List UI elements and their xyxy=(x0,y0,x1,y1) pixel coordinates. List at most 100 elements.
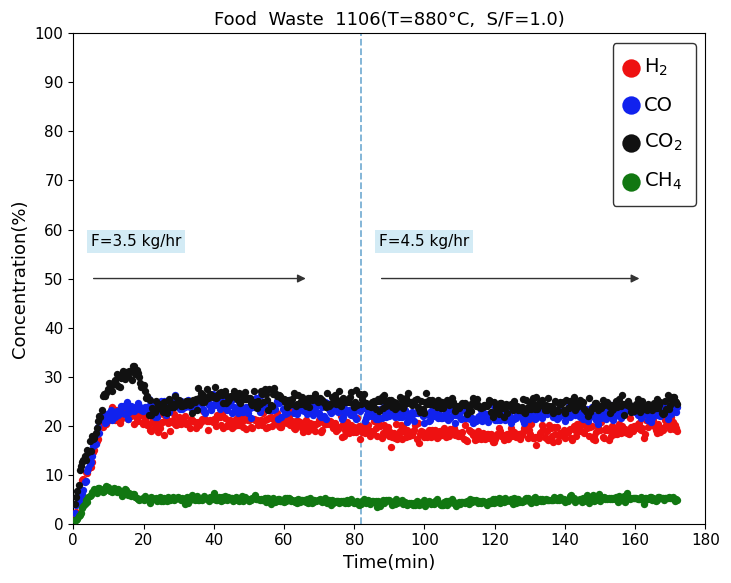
H$_2$ xyxy=(552,436,564,445)
CH$_4$ xyxy=(589,493,601,503)
H$_2$ xyxy=(539,432,550,441)
CO xyxy=(129,406,140,416)
H$_2$ xyxy=(383,431,395,440)
CO$_2$ xyxy=(70,492,82,501)
CO$_2$ xyxy=(398,400,410,409)
H$_2$ xyxy=(488,438,500,447)
H$_2$ xyxy=(423,425,434,434)
CO$_2$ xyxy=(340,397,352,406)
CH$_4$ xyxy=(402,499,414,508)
CO xyxy=(242,408,254,417)
CO xyxy=(652,406,664,416)
CH$_4$ xyxy=(604,494,616,504)
CH$_4$ xyxy=(312,496,324,505)
CO xyxy=(398,406,410,415)
H$_2$ xyxy=(637,423,648,433)
CO xyxy=(144,400,156,409)
CO$_2$ xyxy=(393,402,404,411)
CO xyxy=(367,412,379,421)
H$_2$ xyxy=(263,414,275,423)
CH$_4$ xyxy=(157,496,169,505)
CO xyxy=(94,413,106,423)
CO$_2$ xyxy=(513,403,525,413)
CH$_4$ xyxy=(205,494,217,504)
H$_2$ xyxy=(105,415,117,424)
CO$_2$ xyxy=(208,391,220,401)
CO$_2$ xyxy=(277,394,289,403)
CH$_4$ xyxy=(270,496,282,505)
CO$_2$ xyxy=(598,400,610,409)
CH$_4$ xyxy=(298,495,310,504)
H$_2$ xyxy=(267,413,279,422)
H$_2$ xyxy=(652,420,664,429)
CH$_4$ xyxy=(556,494,567,503)
CO xyxy=(344,409,356,419)
CO xyxy=(372,415,384,424)
CH$_4$ xyxy=(189,495,200,504)
CH$_4$ xyxy=(502,496,514,505)
CO$_2$ xyxy=(161,408,173,417)
CO$_2$ xyxy=(448,400,460,409)
CH$_4$ xyxy=(185,493,197,502)
CO xyxy=(333,408,344,417)
CH$_4$ xyxy=(94,484,105,493)
CH$_4$ xyxy=(496,495,507,504)
H$_2$ xyxy=(515,434,526,443)
H$_2$ xyxy=(528,434,539,443)
CO$_2$ xyxy=(137,382,148,392)
CO xyxy=(541,409,553,419)
CO xyxy=(530,414,542,423)
H$_2$ xyxy=(276,422,287,431)
CH$_4$ xyxy=(431,494,443,504)
CO xyxy=(436,413,448,423)
CO xyxy=(454,407,466,416)
H$_2$ xyxy=(390,419,402,429)
CO xyxy=(461,405,473,415)
CO xyxy=(585,408,596,417)
CH$_4$ xyxy=(274,496,286,505)
CH$_4$ xyxy=(437,500,449,510)
H$_2$ xyxy=(107,402,118,412)
H$_2$ xyxy=(401,426,413,435)
H$_2$ xyxy=(370,424,382,433)
CH$_4$ xyxy=(309,496,321,505)
CO$_2$ xyxy=(313,395,325,404)
CH$_4$ xyxy=(553,496,565,505)
CH$_4$ xyxy=(211,495,223,504)
CH$_4$ xyxy=(354,499,366,508)
CH$_4$ xyxy=(665,494,677,503)
H$_2$ xyxy=(162,419,174,428)
CO$_2$ xyxy=(107,387,118,396)
CH$_4$ xyxy=(327,498,339,507)
CH$_4$ xyxy=(326,496,338,505)
CO xyxy=(315,412,327,422)
CO xyxy=(447,410,458,420)
CO xyxy=(420,410,432,419)
CO xyxy=(672,402,683,412)
Text: F=3.5 kg/hr: F=3.5 kg/hr xyxy=(91,234,181,249)
H$_2$ xyxy=(654,427,666,437)
CO xyxy=(83,459,95,469)
CO xyxy=(526,406,538,416)
CH$_4$ xyxy=(138,496,150,505)
H$_2$ xyxy=(640,415,652,424)
CO xyxy=(236,407,248,416)
CH$_4$ xyxy=(465,497,477,507)
CO xyxy=(308,401,320,410)
CH$_4$ xyxy=(383,495,395,504)
CH$_4$ xyxy=(81,497,93,506)
CO xyxy=(615,413,626,423)
CO$_2$ xyxy=(159,403,171,413)
CO xyxy=(435,413,447,423)
CO xyxy=(243,403,254,412)
CH$_4$ xyxy=(314,495,326,504)
CO xyxy=(448,407,460,416)
CO xyxy=(300,399,311,409)
CO$_2$ xyxy=(253,396,265,406)
CH$_4$ xyxy=(372,497,384,506)
H$_2$ xyxy=(215,420,227,430)
CO$_2$ xyxy=(576,400,588,409)
CH$_4$ xyxy=(426,498,438,508)
H$_2$ xyxy=(284,420,296,430)
CO xyxy=(248,403,260,412)
